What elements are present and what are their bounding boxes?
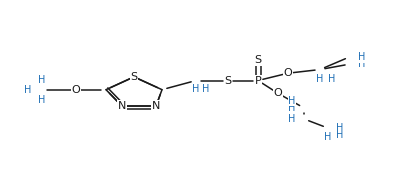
Text: S: S: [224, 76, 232, 85]
Text: S: S: [130, 72, 138, 82]
Text: H: H: [358, 52, 366, 62]
Text: H: H: [324, 132, 332, 142]
Text: H: H: [316, 74, 324, 84]
Text: H: H: [328, 74, 336, 84]
Text: N: N: [152, 101, 160, 111]
Text: H: H: [24, 85, 32, 95]
Text: S: S: [254, 55, 262, 65]
Text: O: O: [274, 88, 282, 98]
Text: O: O: [72, 85, 80, 95]
Text: H: H: [358, 52, 366, 62]
Text: H: H: [336, 123, 344, 133]
Text: H: H: [192, 84, 200, 94]
Text: N: N: [118, 101, 126, 111]
Text: P: P: [255, 76, 261, 85]
Text: H: H: [38, 95, 46, 105]
Text: H: H: [288, 96, 296, 106]
Text: H: H: [288, 114, 296, 124]
Text: H: H: [288, 103, 296, 113]
Text: H: H: [358, 59, 366, 69]
Text: H: H: [336, 130, 344, 140]
Text: H: H: [38, 75, 46, 85]
Text: O: O: [284, 68, 292, 78]
Text: H: H: [202, 84, 210, 94]
